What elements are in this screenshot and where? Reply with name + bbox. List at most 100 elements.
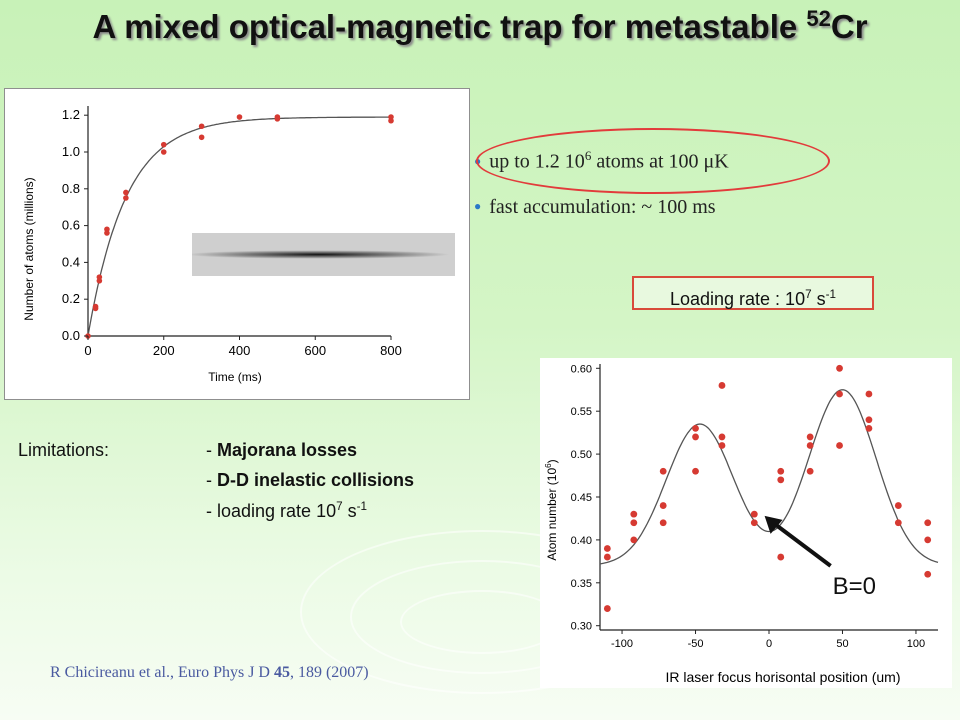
citation-authors: R Chicireanu et al., Euro Phys J D: [50, 664, 274, 681]
y-tick-label: 0.30: [571, 621, 592, 633]
limitations-label: Limitations:: [18, 440, 110, 460]
x-tick-label: 50: [836, 638, 848, 650]
y-tick-label: 0.60: [571, 363, 592, 375]
y-tick-label: 0.2: [62, 291, 80, 306]
fit-curve: [599, 389, 939, 565]
data-point: [924, 536, 932, 544]
limitation-item: - D-D inelastic collisions: [206, 470, 414, 491]
data-point: [692, 424, 699, 432]
data-point: [750, 519, 758, 527]
data-point: [198, 134, 205, 141]
y-tick-label: 0.8: [62, 181, 80, 196]
data-point: [92, 303, 99, 310]
data-point: [924, 519, 932, 527]
double-well-panel: 0.30 0.35 0.40 0.45 0.50 0.55 0.60 -100 -50 0 50 10…: [540, 358, 952, 688]
data-point: [104, 226, 110, 233]
citation-rest: , 189 (2007): [289, 664, 369, 681]
y-tick-label: 0.50: [571, 449, 592, 461]
data-point: [123, 195, 129, 201]
data-point: [630, 536, 638, 544]
x-tick-label: 200: [153, 343, 175, 358]
b-zero-label: B=0: [833, 573, 876, 600]
data-point: [198, 123, 205, 130]
data-point: [659, 502, 667, 509]
chart2-xlabel: IR laser focus horisontal position (um): [666, 669, 901, 685]
loading-rate-exp: 7: [805, 288, 812, 301]
data-point: [836, 390, 843, 398]
data-point: [894, 519, 902, 527]
y-tick-label: 1.2: [62, 107, 80, 122]
data-point: [718, 433, 726, 441]
x-tick-label: -100: [611, 638, 633, 650]
data-point: [659, 519, 667, 527]
chart1-ylabel: Number of atoms (millions): [22, 177, 36, 320]
x-tick-label: 100: [907, 638, 925, 650]
data-point: [603, 605, 611, 612]
data-point: [836, 364, 843, 372]
fit-curve: [87, 116, 391, 337]
chart2-ylabel: Atom number (106): [544, 459, 559, 560]
limitation-text: loading rate 10: [217, 501, 337, 521]
data-point: [777, 553, 785, 561]
limitation-exp: 7: [336, 500, 343, 513]
bullet-accumulation: ● fast accumulation: ~ 100 ms: [474, 196, 716, 219]
loading-rate-unit-exp: -1: [825, 288, 837, 301]
bullet-text: fast accumulation: ~ 100 ms: [489, 196, 716, 218]
y-tick-label: 1.0: [62, 144, 80, 159]
arrow-head-icon: [764, 515, 783, 534]
data-point: [718, 382, 726, 389]
limitation-text: D-D inelastic collisions: [217, 470, 415, 490]
x-tick-label: 800: [380, 343, 402, 358]
data-point: [865, 416, 873, 424]
limitation-prefix: -: [206, 440, 217, 460]
x-tick-label: -50: [688, 638, 704, 650]
citation: R Chicireanu et al., Euro Phys J D 45, 1…: [50, 664, 369, 682]
data-point: [274, 114, 281, 120]
data-point: [603, 545, 611, 552]
x-tick-label: 400: [229, 343, 251, 358]
data-point: [836, 442, 843, 449]
data-point: [123, 189, 129, 196]
y-tick-label: 0.45: [571, 492, 592, 504]
data-point: [692, 433, 699, 441]
data-point: [865, 390, 873, 398]
limitation-item: - Majorana losses: [206, 440, 357, 461]
limitation-unit-exp: -1: [356, 500, 368, 513]
data-point: [96, 274, 103, 280]
x-tick-label: 600: [304, 343, 326, 358]
y-tick-label: 0.35: [571, 578, 592, 590]
data-point: [718, 442, 726, 449]
data-point: [659, 467, 667, 475]
title-text: A mixed optical-magnetic trap for metast…: [92, 8, 807, 45]
citation-volume: 45: [273, 664, 290, 681]
absorption-image-inset: [192, 233, 455, 276]
data-point: [894, 502, 902, 509]
data-point: [806, 467, 814, 475]
title-isotope: 52: [806, 6, 831, 31]
bullet-dot-icon: ●: [474, 199, 482, 213]
data-point: [777, 476, 785, 484]
y-tick-label: 0.55: [571, 406, 592, 418]
data-point: [692, 467, 699, 475]
data-point: [777, 467, 785, 475]
data-point: [750, 510, 758, 518]
highlight-ellipse: [476, 128, 830, 194]
data-point: [630, 519, 638, 527]
data-point: [865, 424, 873, 432]
x-tick-label: 0: [766, 638, 772, 650]
data-point: [806, 442, 814, 449]
y-tick-label: 0.4: [62, 254, 80, 269]
chart1-xlabel: Time (ms): [208, 370, 262, 384]
limitation-prefix: -: [206, 501, 217, 521]
limitation-prefix: -: [206, 470, 217, 490]
data-point: [806, 433, 814, 441]
loading-rate-text: Loading rate : 10: [669, 289, 806, 309]
data-point: [160, 141, 167, 148]
limitation-text: Majorana losses: [217, 440, 358, 460]
y-tick-label: 0.6: [62, 218, 80, 233]
limitation-unit: s: [342, 501, 357, 521]
b-zero-arrow: [773, 522, 832, 568]
limitation-item: - loading rate 107 s-1: [206, 500, 367, 522]
loading-curve-chart: 0.0 0.2 0.4 0.6 0.8 1.0 1.2 0 200 400 600 800 Time …: [22, 106, 455, 384]
loading-rate-box: Loading rate : 107 s-1: [632, 276, 874, 310]
